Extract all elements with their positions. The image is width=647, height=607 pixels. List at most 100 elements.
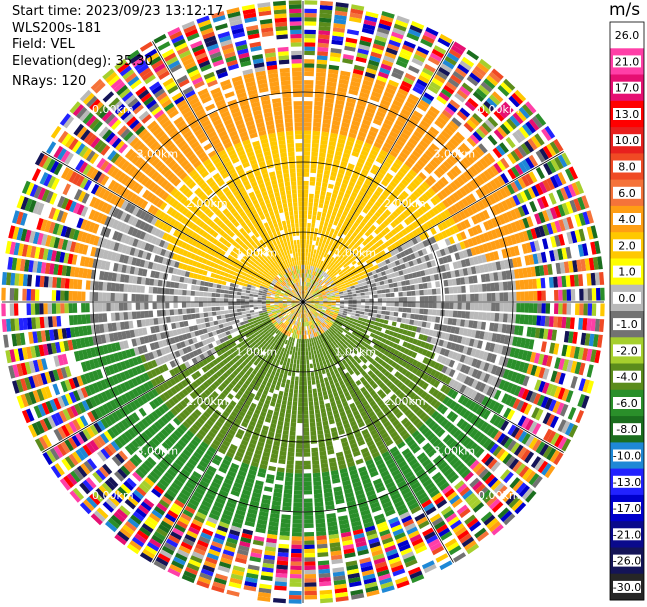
velocity-cell [303, 147, 311, 152]
velocity-cell [600, 303, 605, 317]
velocity-cell [362, 318, 368, 323]
velocity-cell [542, 179, 552, 192]
velocity-cell [452, 310, 458, 318]
velocity-cell [377, 298, 383, 302]
velocity-cell [486, 302, 492, 311]
velocity-cell [521, 204, 530, 216]
velocity-cell [431, 77, 444, 87]
velocity-cell [548, 316, 554, 327]
velocity-cell [543, 162, 553, 176]
velocity-cell [325, 98, 335, 104]
velocity-cell [325, 291, 331, 295]
velocity-cell [329, 266, 334, 272]
velocity-cell [365, 298, 370, 302]
velocity-cell [359, 40, 372, 47]
velocity-cell [281, 514, 291, 520]
velocity-cell [341, 156, 349, 163]
velocity-cell [478, 293, 483, 302]
velocity-cell [311, 244, 315, 250]
velocity-cell [460, 319, 466, 327]
velocity-cell [496, 175, 506, 186]
velocity-cell [415, 235, 422, 243]
velocity-cell [411, 221, 419, 229]
velocity-cell [429, 274, 435, 282]
velocity-cell [358, 283, 364, 287]
velocity-cell [540, 251, 547, 263]
velocity-cell [308, 347, 311, 352]
velocity-cell [428, 209, 436, 218]
velocity-cell [293, 506, 302, 512]
velocity-cell [393, 188, 401, 196]
velocity-cell [398, 193, 406, 201]
velocity-cell [482, 293, 488, 302]
velocity-cell [320, 289, 325, 293]
velocity-cell [343, 220, 349, 226]
velocity-cell [416, 78, 428, 88]
velocity-cell [367, 271, 373, 277]
velocity-cell [317, 254, 321, 260]
velocity-cell [314, 299, 319, 301]
velocity-cell [442, 59, 455, 70]
velocity-cell [273, 598, 286, 604]
velocity-cell [421, 248, 428, 255]
velocity-cell [470, 293, 475, 302]
velocity-cell [347, 185, 354, 192]
velocity-cell [581, 195, 590, 209]
velocity-cell [340, 70, 351, 77]
velocity-cell [313, 396, 319, 402]
velocity-cell [321, 266, 326, 271]
velocity-cell [474, 65, 487, 77]
velocity-cell [331, 193, 338, 199]
velocity-cell [345, 203, 352, 209]
velocity-cell [331, 303, 336, 306]
velocity-cell [474, 246, 481, 255]
velocity-cell [319, 400, 325, 405]
velocity-cell [314, 400, 319, 406]
velocity-cell [307, 256, 310, 262]
velocity-cell [339, 130, 348, 137]
velocity-cell [336, 95, 346, 102]
velocity-cell [522, 267, 528, 278]
velocity-cell [305, 260, 308, 266]
velocity-cell [276, 564, 288, 570]
velocity-cell [307, 292, 310, 296]
velocity-cell [334, 292, 340, 295]
velocity-cell [328, 278, 333, 283]
velocity-cell [333, 23, 346, 29]
velocity-cell [335, 2, 349, 8]
velocity-cell [401, 80, 413, 89]
velocity-cell [343, 175, 351, 181]
velocity-cell [453, 294, 458, 302]
velocity-cell [314, 190, 321, 195]
velocity-cell [400, 132, 410, 140]
velocity-cell [421, 214, 429, 222]
velocity-cell [355, 208, 362, 215]
velocity-cell [344, 144, 353, 151]
velocity-cell [308, 389, 313, 394]
velocity-cell [310, 261, 314, 267]
velocity-cell [280, 442, 288, 448]
velocity-cell [499, 142, 509, 154]
velocity-cell [339, 248, 345, 254]
velocity-cell [442, 256, 449, 264]
velocity-cell [396, 215, 404, 223]
velocity-cell [407, 157, 416, 165]
velocity-cell [368, 262, 374, 268]
velocity-cell [396, 317, 402, 323]
velocity-cell [389, 250, 396, 257]
velocity-cell [317, 284, 322, 289]
velocity-cell [387, 184, 395, 192]
velocity-cell [335, 146, 344, 153]
velocity-cell [507, 292, 513, 301]
velocity-cell [515, 280, 521, 290]
velocity-cell [291, 371, 296, 377]
velocity-cell [319, 581, 332, 587]
velocity-cell [336, 275, 341, 280]
velocity-cell [311, 147, 319, 153]
velocity-cell [309, 342, 313, 347]
velocity-cell [278, 543, 290, 549]
velocity-cell [341, 285, 347, 289]
velocity-cell [335, 150, 343, 157]
velocity-cell [306, 265, 309, 270]
velocity-cell [320, 0, 333, 6]
